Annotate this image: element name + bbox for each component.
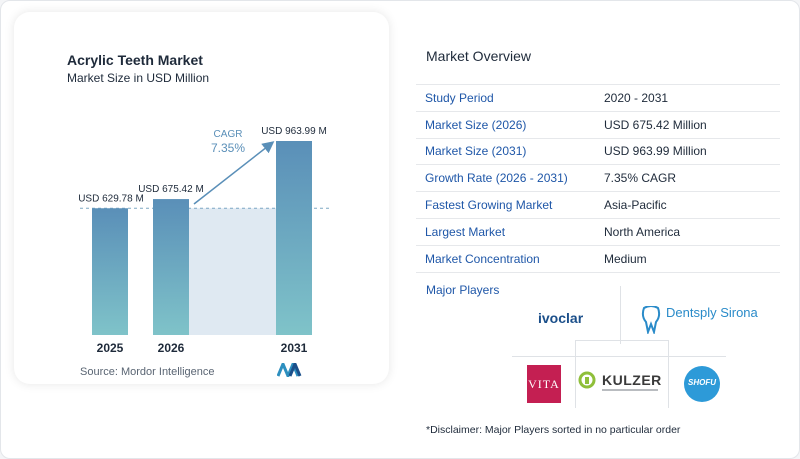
players-divider <box>575 340 576 408</box>
overview-row-value: USD 963.99 Million <box>595 138 780 166</box>
overview-row: Fastest Growing Market Asia-Pacific <box>416 191 780 219</box>
chart-subtitle: Market Size in USD Million <box>67 71 210 85</box>
forecast-highlight <box>189 208 276 335</box>
cagr-value: 7.35% <box>211 141 245 155</box>
overview-row: Growth Rate (2026 - 2031) 7.35% CAGR <box>416 164 780 193</box>
bar-2026 <box>153 199 189 335</box>
bar-2025 <box>92 208 128 335</box>
players-title: Major Players <box>426 283 500 297</box>
data-label-2025: USD 629.78 M <box>78 193 144 204</box>
vita-text: VITA <box>528 377 560 391</box>
dentsply-sirona-text: Dentsply Sirona <box>666 305 758 320</box>
overview-row-key: Market Size (2026) <box>416 111 595 139</box>
overview-row-value: 7.35% CAGR <box>595 164 780 193</box>
cagr-label: CAGR <box>214 129 243 140</box>
overview-row: Market Size (2026) USD 675.42 Million <box>416 111 780 139</box>
overview-row-key: Market Size (2031) <box>416 138 595 166</box>
x-tick-label-2026: 2026 <box>158 341 185 355</box>
bar-2031 <box>276 141 312 335</box>
overview-row-value: USD 675.42 Million <box>595 111 780 139</box>
overview-row-key: Study Period <box>416 84 595 112</box>
players-divider <box>512 356 726 357</box>
chart-source: Source: Mordor Intelligence <box>80 366 215 378</box>
vita-logo: VITA <box>527 365 561 403</box>
shofu-logo: SHOFU <box>684 366 720 402</box>
cagr-arrow <box>193 141 275 205</box>
overview-row-key: Growth Rate (2026 - 2031) <box>416 164 595 193</box>
mordor-logo-icon <box>277 363 302 377</box>
overview-row: Study Period 2020 - 2031 <box>416 84 780 112</box>
overview-row: Market Size (2031) USD 963.99 Million <box>416 138 780 166</box>
dentsply-sirona-logo: Dentsply Sirona <box>640 306 758 336</box>
overview-row-value: Asia-Pacific <box>595 191 780 219</box>
disclaimer: *Disclaimer: Major Players sorted in no … <box>426 424 681 436</box>
source-label: Source: <box>80 366 118 378</box>
x-tick-label-2031: 2031 <box>281 341 308 355</box>
overview-row-key: Fastest Growing Market <box>416 191 595 219</box>
source-name: Mordor Intelligence <box>120 366 215 378</box>
kulzer-tagline-bar <box>602 389 658 391</box>
data-label-2026: USD 675.42 M <box>138 184 204 195</box>
players-divider <box>620 286 621 344</box>
shofu-text: SHOFU <box>688 378 716 387</box>
kulzer-logo: KULZER <box>578 370 668 400</box>
ivoclar-logo: ivoclar <box>538 310 584 326</box>
players-divider <box>575 340 669 341</box>
overview-row-value: North America <box>595 218 780 246</box>
players-divider <box>668 340 669 408</box>
overview-row: Market Concentration Medium <box>416 245 780 273</box>
data-label-2031: USD 963.99 M <box>261 126 327 137</box>
overview-row: Largest Market North America <box>416 218 780 246</box>
overview-row-value: Medium <box>595 245 780 273</box>
dentsply-tooth-icon <box>641 306 661 334</box>
overview-table: Study Period 2020 - 2031 Market Size (2026… <box>416 84 780 273</box>
overview-row-key: Largest Market <box>416 218 595 246</box>
overview-title: Market Overview <box>426 48 532 64</box>
bar-chart: USD 629.78 M 2025 USD 675.42 M 2026 USD 963.… <box>78 126 330 355</box>
overview-row-key: Market Concentration <box>416 245 595 273</box>
kulzer-text: KULZER <box>602 372 662 388</box>
kulzer-emblem-icon <box>578 371 596 389</box>
overview-row-value: 2020 - 2031 <box>595 84 780 112</box>
chart-title: Acrylic Teeth Market <box>67 52 203 68</box>
x-tick-label-2025: 2025 <box>97 341 124 355</box>
